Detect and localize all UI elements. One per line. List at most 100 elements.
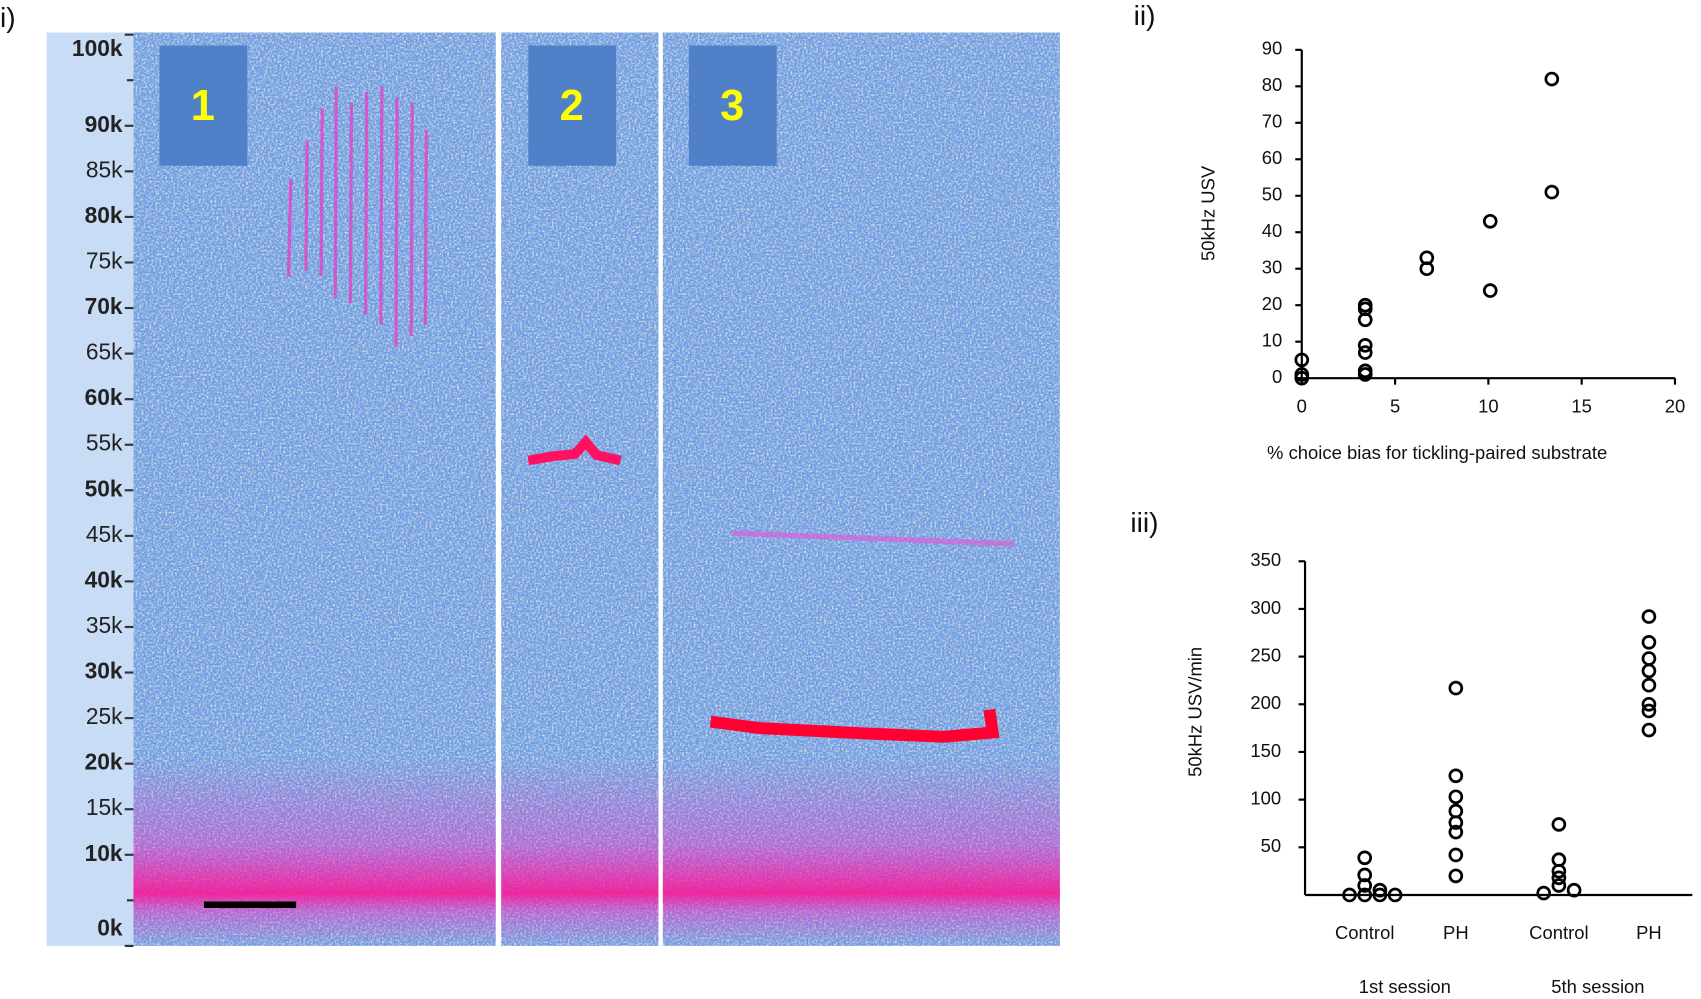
y-axis-label: 50kHz USV/min — [1184, 647, 1205, 777]
point — [1387, 887, 1403, 903]
panel-number-box — [528, 45, 617, 166]
panel-number-box — [159, 45, 248, 166]
scale-bar — [203, 901, 297, 908]
y-axis-label: 50kHz USV — [1197, 165, 1218, 261]
y-tick-label: 70k — [85, 293, 123, 319]
point — [1641, 609, 1657, 624]
group-label: 1st session — [1359, 976, 1451, 997]
call-trace — [732, 530, 1015, 547]
point — [1536, 885, 1552, 901]
point — [1551, 878, 1567, 893]
y-tick-label: 250 — [1250, 644, 1281, 665]
y-tick-label: 40k — [85, 566, 123, 592]
point — [1357, 878, 1373, 893]
point — [1641, 663, 1657, 679]
point — [1294, 370, 1310, 386]
y-tick-label: 90k — [85, 111, 123, 137]
group-label: 5th session — [1551, 976, 1644, 997]
panel-label: i) — [0, 1, 16, 33]
y-tick-label: 100 — [1250, 788, 1281, 809]
x-tick-label: PH — [1636, 922, 1662, 943]
x-axis-label: % choice bias for tickling-paired substr… — [1267, 442, 1607, 463]
panel-number: 3 — [720, 82, 744, 130]
y-tick-label: 0 — [1272, 366, 1282, 387]
y-tick-label: 70 — [1262, 111, 1283, 132]
point — [1357, 312, 1373, 328]
point — [1448, 768, 1464, 784]
point — [1294, 352, 1310, 368]
point — [1357, 867, 1373, 883]
point — [1641, 722, 1657, 738]
axis-strip — [46, 32, 134, 946]
point — [1544, 71, 1560, 87]
y-tick-label: 55k — [86, 430, 123, 456]
point — [1544, 184, 1560, 200]
panel-divider — [495, 32, 502, 946]
y-tick-label: 100k — [72, 35, 123, 61]
y-tick-label: 75k — [86, 248, 123, 274]
y-tick-label: 200 — [1250, 692, 1281, 713]
point — [1342, 887, 1357, 903]
call-trace — [286, 86, 428, 347]
point — [1372, 882, 1388, 898]
point — [1641, 696, 1657, 712]
low-frequency-band — [133, 758, 1060, 946]
point — [1551, 863, 1567, 879]
point — [1419, 261, 1435, 277]
y-tick-label: 150 — [1250, 740, 1281, 761]
x-tick-label: 5 — [1390, 395, 1400, 416]
x-tick-label: 15 — [1571, 395, 1592, 416]
x-tick-label: Control — [1335, 922, 1394, 943]
point — [1448, 868, 1464, 884]
point — [1357, 887, 1373, 903]
y-tick-label: 40 — [1262, 220, 1283, 241]
panel-number: 2 — [560, 82, 584, 130]
x-tick-label: Control — [1529, 922, 1588, 943]
point — [1448, 824, 1464, 840]
y-tick-label: 60k — [85, 384, 123, 410]
y-tick-label: 300 — [1250, 597, 1281, 618]
point — [1641, 651, 1657, 666]
point — [1448, 847, 1464, 863]
call-trace — [709, 708, 1000, 743]
y-tick-label: 25k — [86, 703, 123, 729]
panel-label: ii) — [1134, 0, 1156, 31]
panel-divider — [658, 32, 663, 946]
y-tick-label: 20 — [1262, 293, 1283, 314]
y-tick-label: 90 — [1262, 38, 1283, 59]
point — [1566, 882, 1582, 898]
point — [1357, 367, 1373, 382]
y-tick-label: 80 — [1262, 74, 1283, 95]
y-tick-label: 35k — [86, 612, 123, 638]
y-tick-label: 50 — [1262, 184, 1283, 205]
y-tick-label: 15k — [86, 794, 123, 820]
point — [1641, 634, 1657, 650]
point — [1551, 870, 1567, 886]
x-tick-label: 0 — [1297, 395, 1307, 416]
spectrogram — [46, 32, 1060, 946]
y-tick-label: 20k — [85, 749, 123, 775]
x-tick-label: PH — [1443, 922, 1469, 943]
call-trace — [527, 434, 622, 466]
y-tick-label: 50k — [85, 475, 123, 501]
point — [1482, 213, 1498, 229]
panel-label: iii) — [1130, 506, 1158, 538]
x-tick-label: 10 — [1478, 395, 1499, 416]
y-tick-label: 60 — [1262, 147, 1283, 168]
y-tick-label: 10 — [1262, 330, 1283, 351]
point — [1482, 283, 1498, 298]
x-tick-label: 20 — [1665, 395, 1686, 416]
y-tick-label: 30k — [85, 658, 123, 684]
panel-number: 1 — [191, 82, 215, 130]
point — [1641, 703, 1657, 719]
point — [1448, 815, 1464, 830]
point — [1357, 850, 1373, 866]
point — [1551, 817, 1567, 832]
y-tick-label: 65k — [86, 339, 123, 365]
point — [1448, 680, 1464, 696]
y-tick-label: 85k — [86, 156, 123, 182]
y-tick-label: 45k — [86, 521, 123, 547]
point — [1357, 345, 1373, 360]
point — [1357, 338, 1373, 353]
